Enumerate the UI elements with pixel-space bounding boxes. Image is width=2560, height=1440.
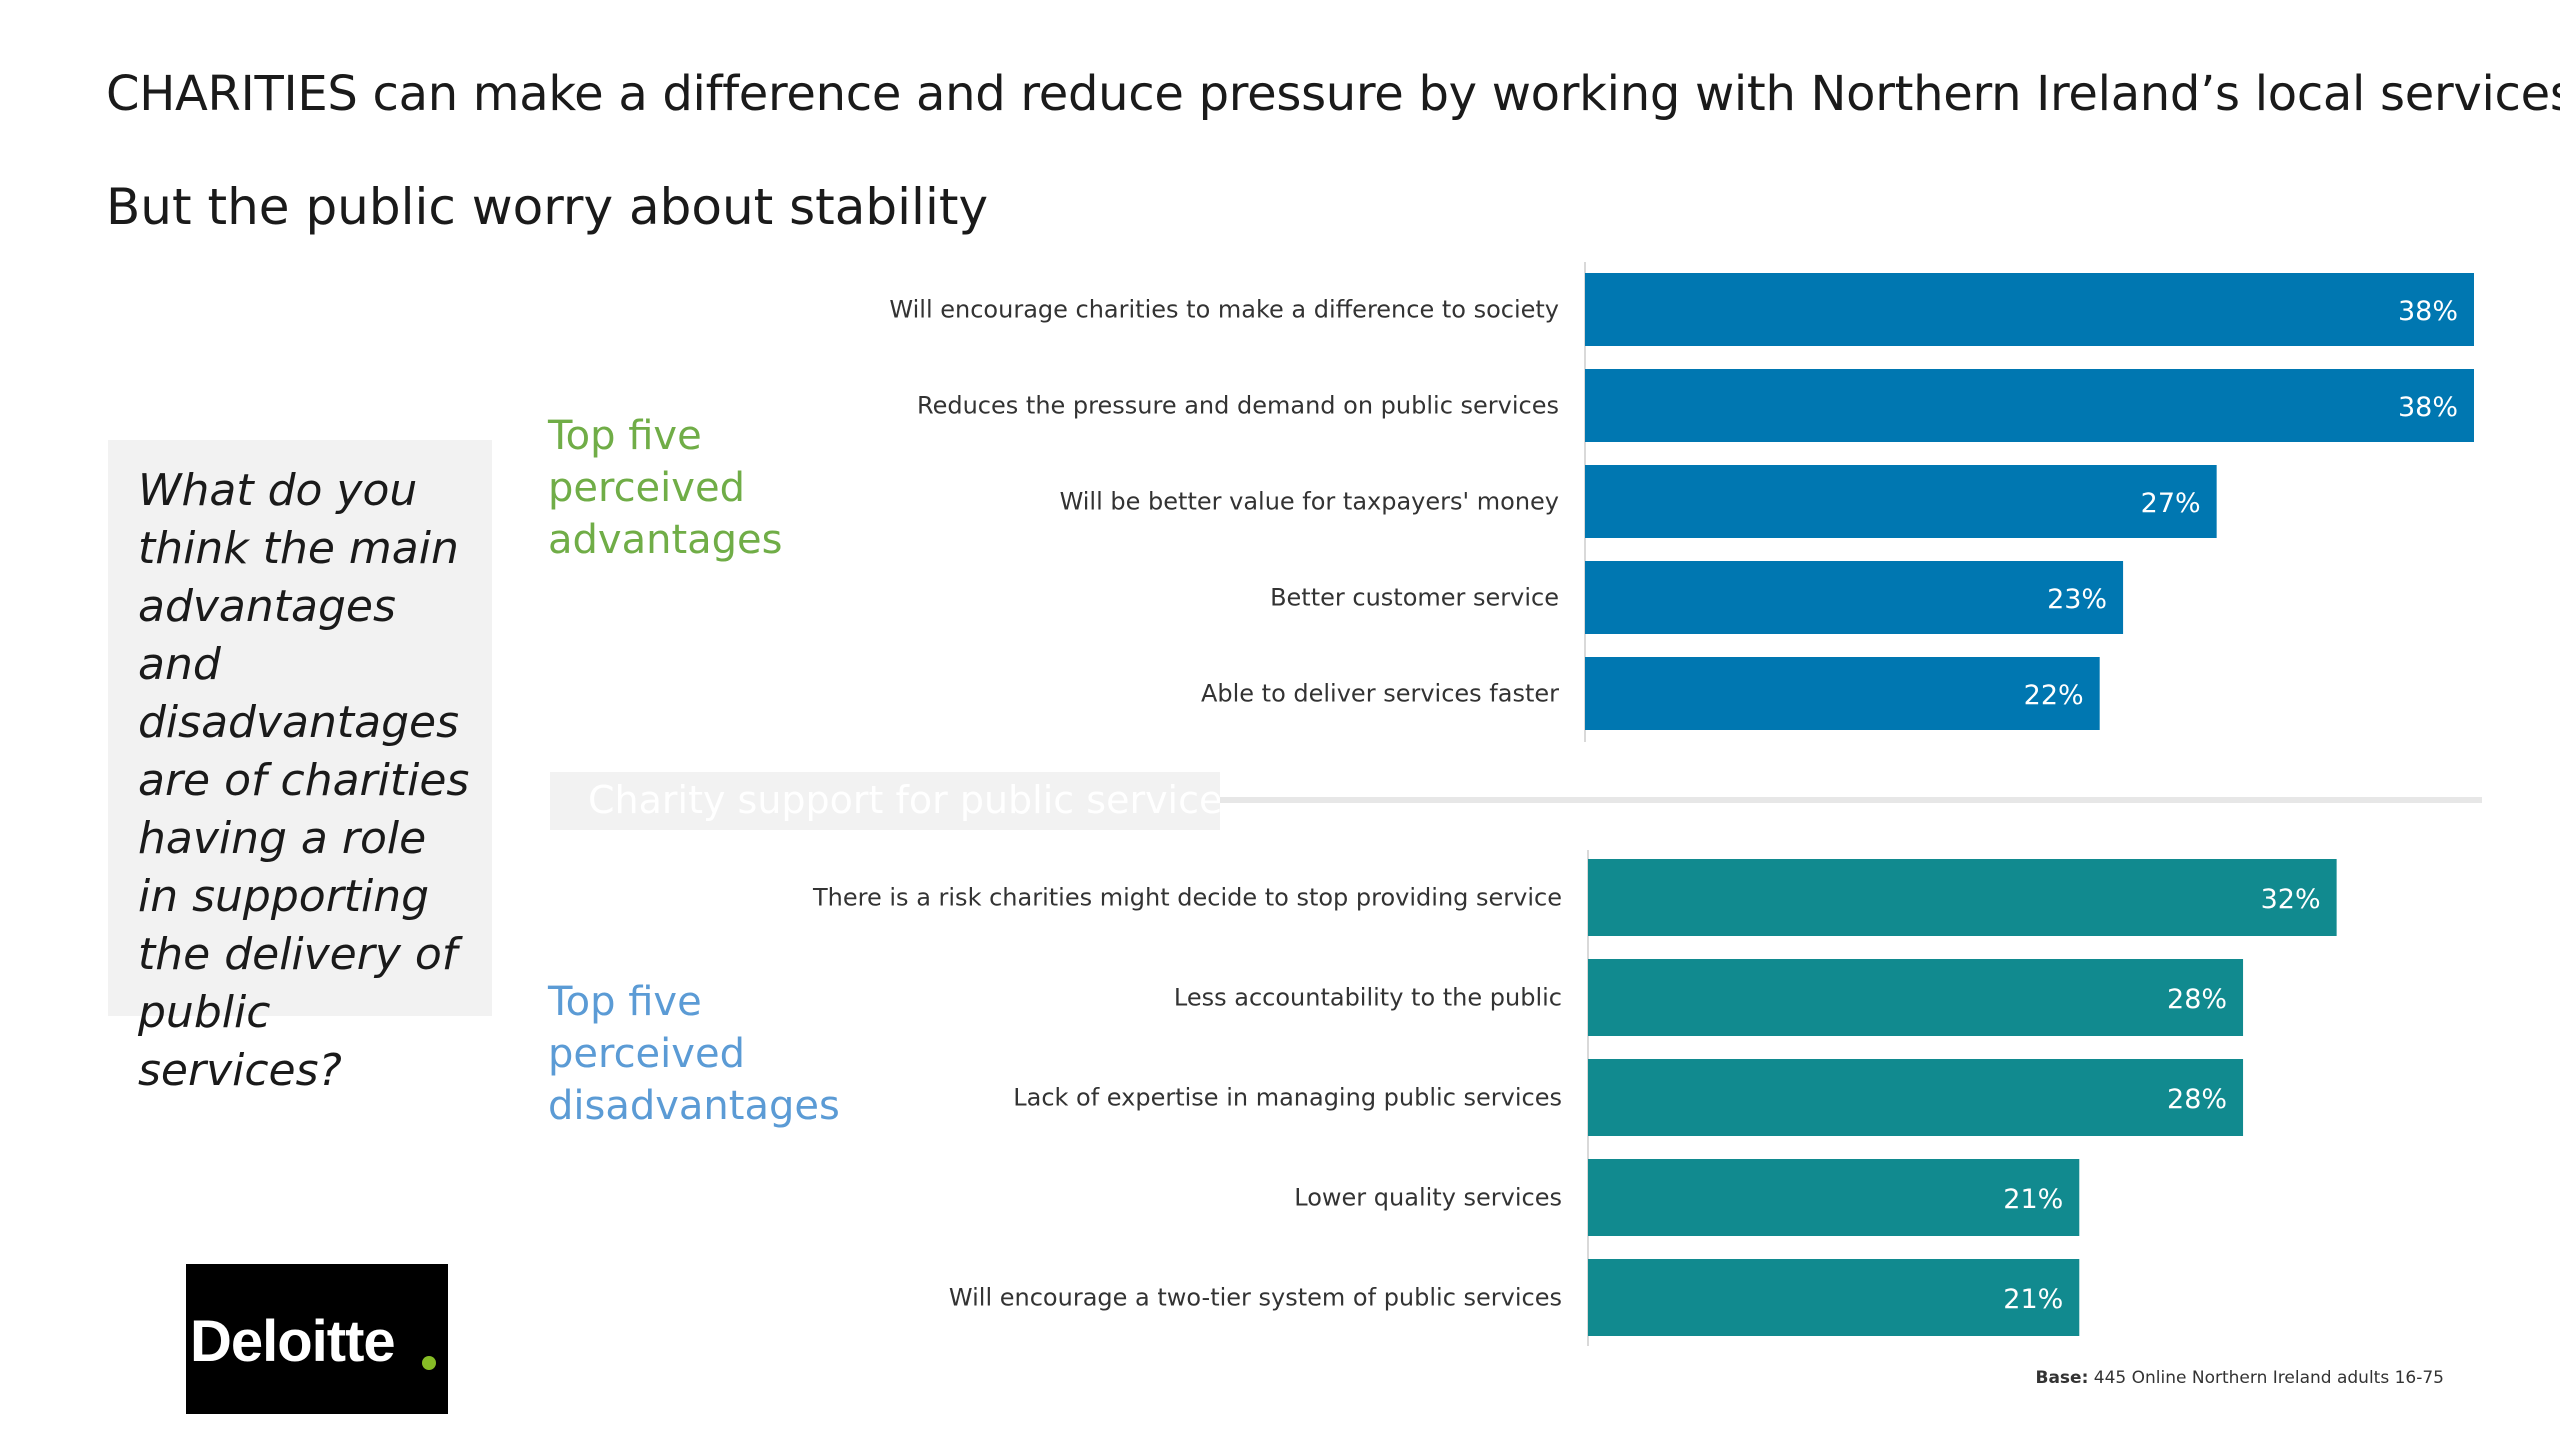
disadvantage-bar [1588,1059,2244,1136]
survey-question: What do you think the main advantages an… [138,465,470,1096]
disadvantage-value-label: 21% [2003,1184,2063,1215]
advantage-bar [1585,657,2100,730]
section-divider-line [1220,797,2482,803]
slide-title: CHARITIES can make a difference and redu… [106,66,2560,122]
disadvantage-category-label: Lower quality services [1294,1184,1562,1212]
base-note-text: 445 Online Northern Ireland adults 16-75 [2088,1368,2444,1388]
advantage-value-label: 38% [2398,296,2458,327]
disadvantage-value-label: 21% [2003,1284,2063,1315]
section-divider-box: Charity support for public services [550,772,1242,830]
title-rest: can make a difference and reduce pressur… [357,66,2560,122]
disadvantage-bar [1588,1159,2080,1236]
advantages-group-label: Top five perceived advantages [548,413,783,563]
disadvantage-category-label: Lack of expertise in managing public ser… [1013,1084,1562,1112]
deloitte-logo: Deloitte [186,1264,448,1414]
advantage-category-label: Reduces the pressure and demand on publi… [917,392,1559,420]
advantage-value-label: 22% [2024,680,2084,711]
advantage-bar [1585,273,2474,346]
disadvantage-category-label: There is a risk charities might decide t… [812,884,1562,912]
advantage-category-label: Better customer service [1270,584,1559,612]
disadvantage-value-label: 32% [2261,884,2321,915]
disadvantages-chart: There is a risk charities might decide t… [812,850,2337,1346]
logo-wordmark: Deloitte [190,1309,396,1374]
logo-dot [422,1356,436,1370]
base-note-label: Base: [2035,1368,2089,1388]
advantage-category-label: Will be better value for taxpayers' mone… [1060,488,1559,516]
advantage-value-label: 38% [2398,392,2458,423]
disadvantages-group-label: Top five perceived disadvantages [548,979,840,1129]
advantage-bar [1585,561,2124,634]
disadvantage-category-label: Will encourage a two-tier system of publ… [949,1284,1562,1312]
advantage-value-label: 23% [2047,584,2107,615]
slide-subtitle: But the public worry about stability [106,178,989,236]
advantages-chart: Will encourage charities to make a diffe… [889,262,2474,742]
disadvantage-bar [1588,1259,2080,1336]
advantage-bar [1585,369,2474,442]
disadvantage-value-label: 28% [2167,984,2227,1015]
disadvantage-category-label: Less accountability to the public [1174,984,1562,1012]
section-divider-label: Charity support for public services [588,778,1243,822]
advantage-category-label: Will encourage charities to make a diffe… [889,296,1559,324]
title-lead: CHARITIES [106,66,358,122]
disadvantage-bar [1588,859,2337,936]
disadvantage-bar [1588,959,2244,1036]
advantage-value-label: 27% [2141,488,2201,519]
disadvantage-value-label: 28% [2167,1084,2227,1115]
advantage-bar [1585,465,2217,538]
question-panel: What do you think the main advantages an… [108,440,492,1096]
base-note: Base: 445 Online Northern Ireland adults… [2036,1368,2445,1388]
advantage-category-label: Able to deliver services faster [1201,680,1559,708]
